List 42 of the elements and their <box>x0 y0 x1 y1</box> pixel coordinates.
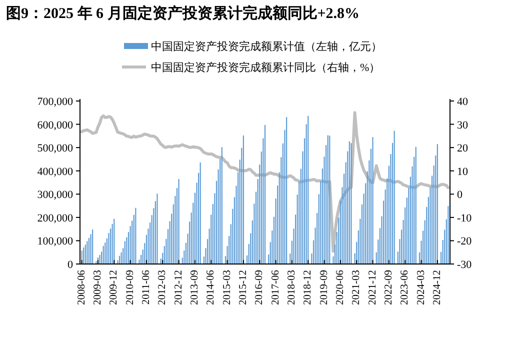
y-tick-label: 200,000 <box>37 212 74 224</box>
x-tick-label: 2021-03 <box>351 270 362 305</box>
x-tick-label: 2013-09 <box>189 270 200 305</box>
y-tick-label: 600,000 <box>37 119 74 132</box>
y2-tick-label: 40 <box>457 96 468 108</box>
y2-tick-label: 10 <box>457 166 468 178</box>
legend-label: 中国固定资产投资完成额累计同比（右轴，%） <box>151 61 380 74</box>
x-tick-label: 2017-06 <box>270 270 282 305</box>
x-tick-label: 2016-09 <box>254 270 266 305</box>
y-tick-label: 0 <box>68 259 74 271</box>
x-tick-label: 2015-03 <box>222 270 233 305</box>
x-tick-label: 2019-09 <box>318 270 330 305</box>
x-tick-label: 2023-06 <box>400 270 411 305</box>
x-tick-label: 2011-06 <box>140 270 152 305</box>
x-tick-label: 2014-06 <box>206 270 217 305</box>
title: 图9：2025 年 6 月固定资产投资累计完成额同比+2.8% <box>6 6 360 22</box>
x-tick-label: 2022-09 <box>383 270 394 305</box>
y-tick-label: 300,000 <box>37 189 74 202</box>
x-tick-label: 2012-03 <box>157 270 168 305</box>
x-tick-label: 2010-09 <box>124 270 136 305</box>
legend-label: 中国固定资产投资完成额累计值（左轴，亿元） <box>151 40 382 53</box>
x-tick-label: 2018-12 <box>302 270 314 305</box>
x-tick-label: 2015-12 <box>238 270 249 305</box>
x-tick-label: 2020-06 <box>334 270 346 305</box>
y-tick-label: 700,000 <box>37 96 74 108</box>
x-tick-label: 2009-03 <box>92 270 104 305</box>
y2-tick-label: 0 <box>457 189 463 202</box>
y2-tick-label: 30 <box>457 119 468 132</box>
x-tick-label: 2024-12 <box>432 270 443 305</box>
x-tick-label: 2024-03 <box>416 270 427 305</box>
x-tick-label: 2012-12 <box>173 270 184 305</box>
x-tick-label: 2018-03 <box>286 270 298 305</box>
y2-tick-label: -30 <box>457 259 472 271</box>
y2-tick-label: -20 <box>457 236 472 248</box>
x-tick-label: 2009-12 <box>108 270 120 305</box>
y-tick-label: 500,000 <box>37 142 74 155</box>
x-tick-label: 2021-12 <box>367 270 378 305</box>
y2-tick-label: 20 <box>457 142 468 155</box>
y2-tick-label: -10 <box>457 212 472 224</box>
y-tick-label: 400,000 <box>37 166 74 178</box>
x-tick-label: 2008-06 <box>76 270 88 305</box>
y-tick-label: 100,000 <box>37 236 74 248</box>
